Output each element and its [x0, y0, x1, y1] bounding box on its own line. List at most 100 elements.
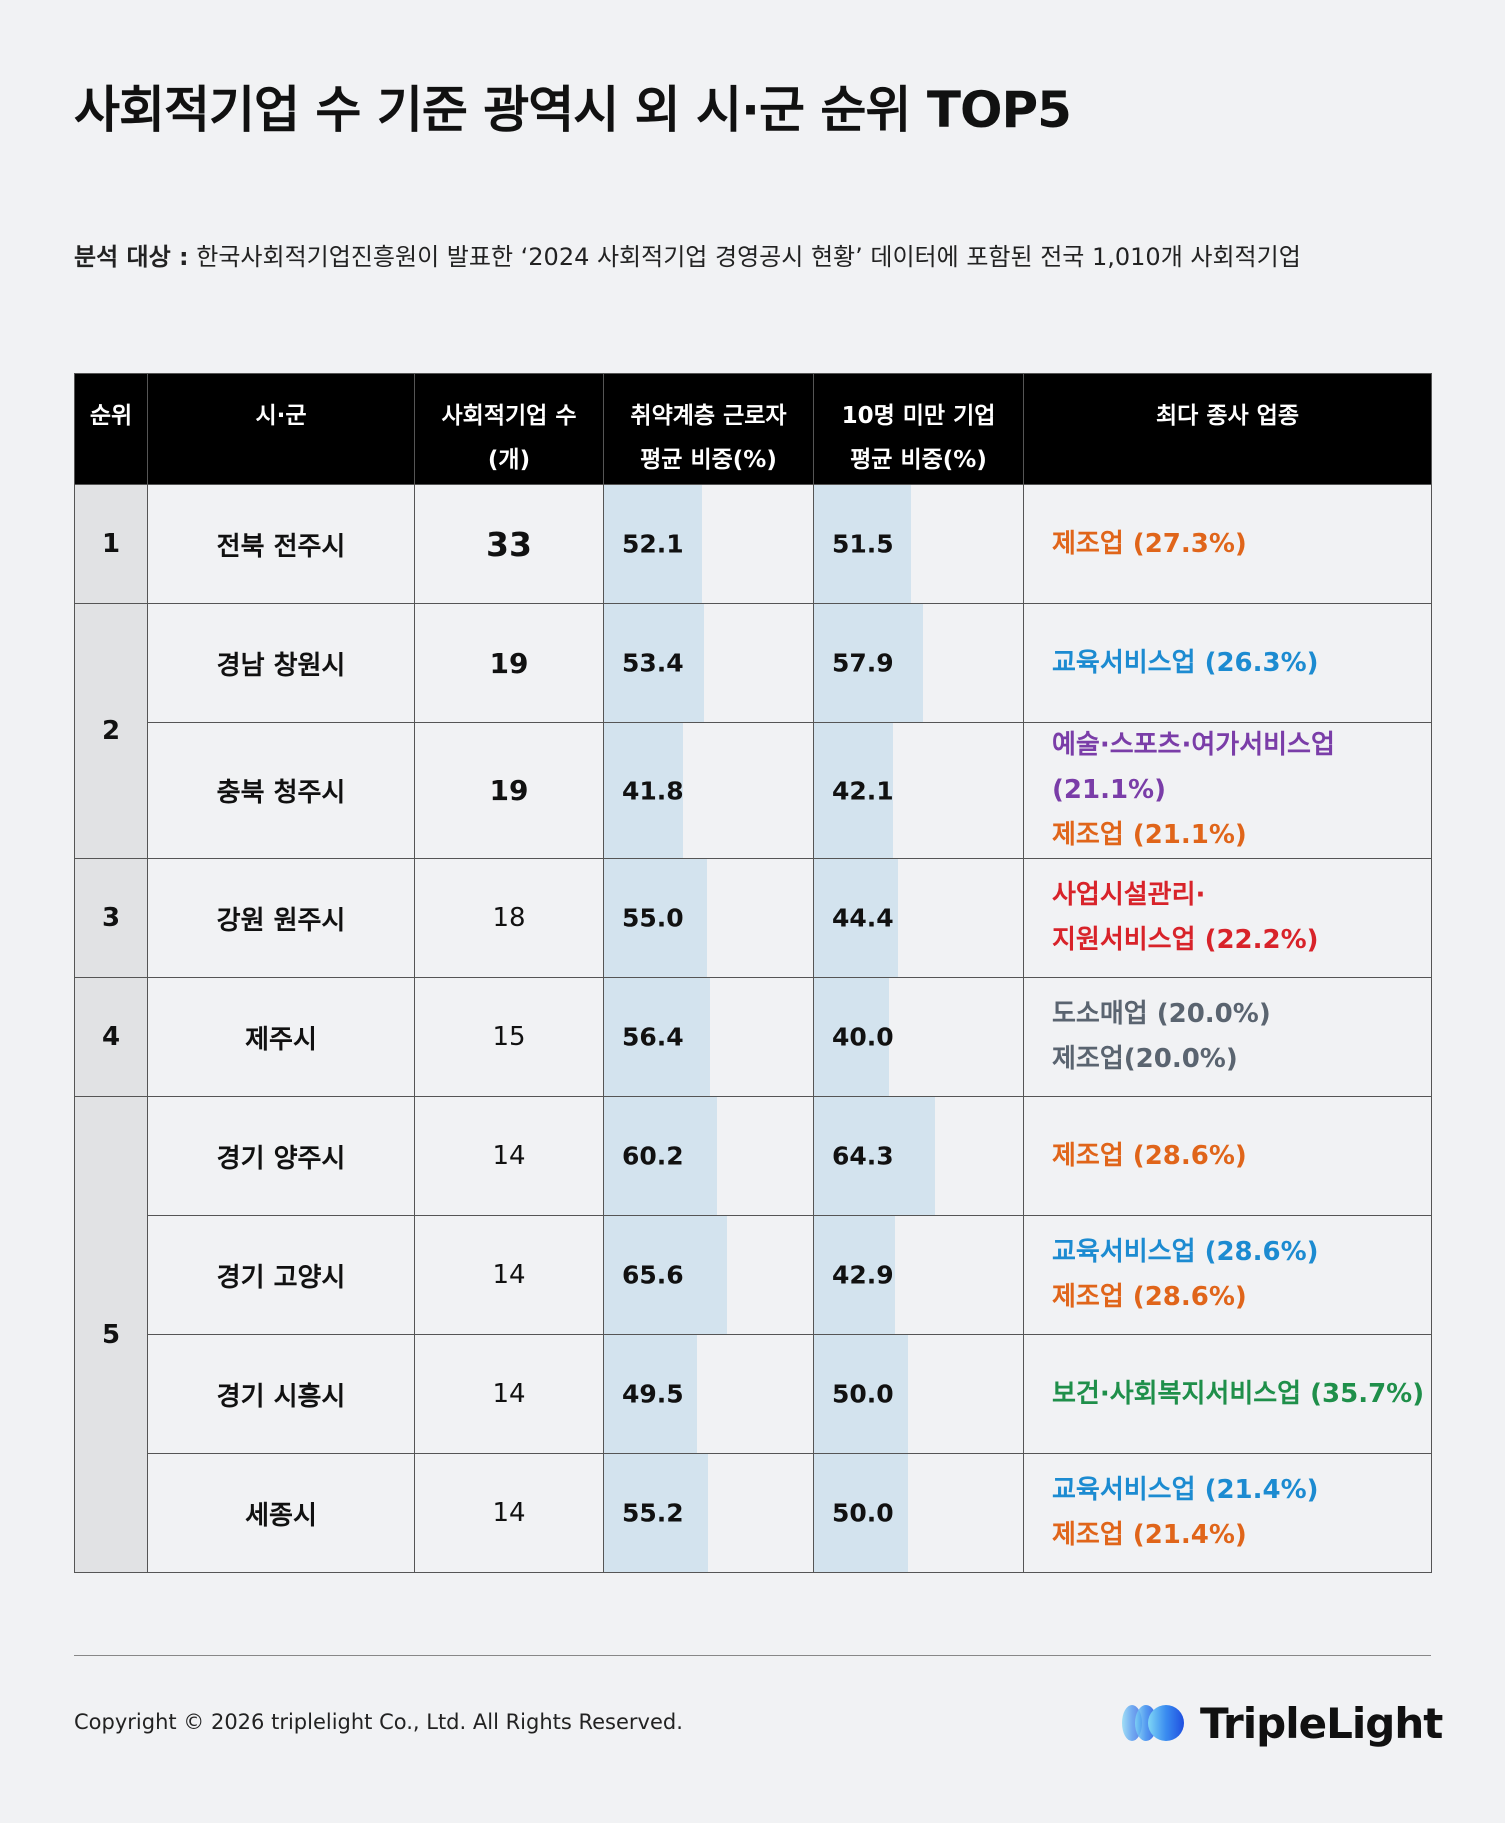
ranking-table: 순위 시·군 사회적기업 수 (개) 취약계층 근로자 평균 비중(%) 10명 미… — [74, 373, 1432, 1573]
vulnerable-ratio-value: 53.4 — [622, 648, 684, 678]
table-header-row: 순위 시·군 사회적기업 수 (개) 취약계층 근로자 평균 비중(%) 10명 미… — [74, 373, 1432, 485]
industry-label: 보건·사회복지서비스업 (35.7%) — [1052, 1378, 1425, 1409]
vulnerable-ratio-cell: 55.2 — [603, 1453, 814, 1573]
city-cell: 충북 청주시 — [147, 722, 415, 859]
small-firm-ratio-value: 50.0 — [832, 1498, 894, 1528]
table-row: 1 전북 전주시 33 52.1 51.5 제조업 (27.3%) — [74, 484, 1432, 604]
vulnerable-ratio-bar — [604, 978, 711, 1096]
small-firm-ratio-value: 42.9 — [832, 1260, 894, 1290]
small-firm-ratio-cell: 40.0 — [813, 977, 1024, 1097]
small-firm-ratio-bar — [814, 604, 923, 722]
header-small-firm-line1: 10명 미만 기업 — [841, 403, 996, 429]
rank-cell: 5 — [74, 1096, 148, 1573]
table-body: 1 전북 전주시 33 52.1 51.5 제조업 (27.3%) 2 경남 창원시 19 53.… — [74, 484, 1432, 1573]
industry-cell: 교육서비스업 (21.4%) 제조업 (21.4%) — [1023, 1453, 1432, 1573]
triplelight-logo: TripleLight — [1118, 1693, 1443, 1753]
city-cell: 경기 고양시 — [147, 1215, 415, 1335]
small-firm-ratio-bar — [814, 1335, 909, 1453]
vulnerable-ratio-bar — [604, 1335, 698, 1453]
small-firm-ratio-bar — [814, 1216, 895, 1334]
vulnerable-ratio-value: 56.4 — [622, 1022, 684, 1052]
small-firm-ratio-value: 44.4 — [832, 903, 894, 933]
header-rank: 순위 — [74, 373, 148, 485]
rank-cell: 4 — [74, 977, 148, 1097]
analysis-target-label: 분석 대상 : — [74, 243, 189, 271]
industry-cell: 예술·스포츠·여가서비스업 (21.1%) 제조업 (21.1%) — [1023, 722, 1432, 859]
vulnerable-ratio-value: 55.2 — [622, 1498, 684, 1528]
table-row: 경기 고양시 14 65.6 42.9 교육서비스업 (28.6%) 제조업 (28.6%… — [75, 1215, 1432, 1335]
count-cell: 33 — [414, 484, 604, 604]
industry-label: 교육서비스업 (26.3%) — [1052, 647, 1319, 678]
table-row: 3 강원 원주시 18 55.0 44.4 사업시설관리· 지원서비스업 (22.2%) — [74, 858, 1432, 978]
small-firm-ratio-value: 57.9 — [832, 648, 894, 678]
industry-label: 제조업 (27.3%) — [1052, 528, 1247, 559]
industry-cell: 보건·사회복지서비스업 (35.7%) — [1023, 1334, 1432, 1454]
vulnerable-ratio-value: 55.0 — [622, 903, 684, 933]
city-cell: 전북 전주시 — [147, 484, 415, 604]
industry-cell: 사업시설관리· 지원서비스업 (22.2%) — [1023, 858, 1432, 978]
industry-label: 제조업 (21.4%) — [1052, 1520, 1247, 1550]
vulnerable-ratio-value: 65.6 — [622, 1260, 684, 1290]
table-row: 경기 시흥시 14 49.5 50.0 보건·사회복지서비스업 (35.7%) — [75, 1334, 1432, 1454]
vulnerable-ratio-cell: 56.4 — [603, 977, 814, 1097]
small-firm-ratio-cell: 64.3 — [813, 1096, 1024, 1216]
city-cell: 경기 양주시 — [147, 1096, 415, 1216]
table-row: 세종시 14 55.2 50.0 교육서비스업 (21.4%) 제조업 (21.4%) — [75, 1453, 1432, 1573]
small-firm-ratio-bar — [814, 859, 898, 977]
logo-text: TripleLight — [1200, 1698, 1443, 1748]
vulnerable-ratio-bar — [604, 1216, 728, 1334]
small-firm-ratio-bar — [814, 485, 911, 603]
industry-cell: 도소매업 (20.0%) 제조업(20.0%) — [1023, 977, 1432, 1097]
vulnerable-ratio-bar — [604, 1097, 718, 1215]
vulnerable-ratio-bar — [604, 723, 683, 858]
small-firm-ratio-value: 40.0 — [832, 1022, 894, 1052]
city-cell: 경남 창원시 — [147, 603, 415, 723]
small-firm-ratio-cell: 42.9 — [813, 1215, 1024, 1335]
header-vulnerable-line2: 평균 비중(%) — [640, 447, 777, 473]
city-cell: 강원 원주시 — [147, 858, 415, 978]
vulnerable-ratio-bar — [604, 1454, 708, 1572]
industry-label: 도소매업 (20.0%) — [1052, 999, 1271, 1029]
count-cell: 18 — [414, 858, 604, 978]
city-cell: 세종시 — [147, 1453, 415, 1573]
small-firm-ratio-cell: 51.5 — [813, 484, 1024, 604]
header-count: 사회적기업 수 (개) — [414, 373, 604, 485]
small-firm-ratio-cell: 57.9 — [813, 603, 1024, 723]
small-firm-ratio-cell: 50.0 — [813, 1334, 1024, 1454]
rank-cell: 3 — [74, 858, 148, 978]
industry-label: 지원서비스업 (22.2%) — [1052, 925, 1319, 955]
industry-label: 제조업 (28.6%) — [1052, 1140, 1247, 1171]
table-row: 4 제주시 15 56.4 40.0 도소매업 (20.0%) 제조업(20.0%) — [74, 977, 1432, 1097]
industry-label: 교육서비스업 (28.6%) — [1052, 1237, 1319, 1267]
vulnerable-ratio-value: 60.2 — [622, 1141, 684, 1171]
header-vulnerable: 취약계층 근로자 평균 비중(%) — [603, 373, 814, 485]
vulnerable-ratio-bar — [604, 604, 705, 722]
industry-cell: 제조업 (27.3%) — [1023, 484, 1432, 604]
footer-divider — [74, 1655, 1431, 1656]
table-row: 5 경기 양주시 14 60.2 64.3 제조업 (28.6%) — [74, 1096, 1432, 1573]
city-cell: 경기 시흥시 — [147, 1334, 415, 1454]
table-row: 충북 청주시 19 41.8 42.1 예술·스포츠·여가서비스업 (21.1%) 제조업… — [75, 722, 1432, 859]
logo-mark-icon — [1122, 1705, 1184, 1741]
industry-label: 제조업(20.0%) — [1052, 1044, 1238, 1074]
header-industry: 최다 종사 업종 — [1023, 373, 1432, 485]
analysis-target: 분석 대상 : 한국사회적기업진흥원이 발표한 ‘2024 사회적기업 경영공시… — [74, 237, 1301, 272]
industry-label: 사업시설관리· — [1052, 880, 1206, 910]
vulnerable-ratio-value: 49.5 — [622, 1379, 684, 1409]
vulnerable-ratio-bar — [604, 485, 702, 603]
vulnerable-ratio-bar — [604, 859, 708, 977]
header-count-line2: (개) — [487, 447, 531, 473]
small-firm-ratio-cell: 42.1 — [813, 722, 1024, 859]
page-title: 사회적기업 수 기준 광역시 외 시·군 순위 TOP5 — [74, 81, 1072, 139]
count-cell: 14 — [414, 1334, 604, 1454]
small-firm-ratio-value: 64.3 — [832, 1141, 894, 1171]
copyright-text: Copyright © 2026 triplelight Co., Ltd. A… — [74, 1710, 683, 1734]
rank-cell: 2 — [74, 603, 148, 859]
header-count-line1: 사회적기업 수 — [441, 403, 577, 429]
analysis-target-text: 한국사회적기업진흥원이 발표한 ‘2024 사회적기업 경영공시 현황’ 데이터… — [188, 243, 1301, 271]
city-cell: 제주시 — [147, 977, 415, 1097]
rank-cell: 1 — [74, 484, 148, 604]
small-firm-ratio-cell: 50.0 — [813, 1453, 1024, 1573]
count-cell: 14 — [414, 1096, 604, 1216]
industry-label: 예술·스포츠·여가서비스업 (21.1%) — [1052, 730, 1335, 805]
